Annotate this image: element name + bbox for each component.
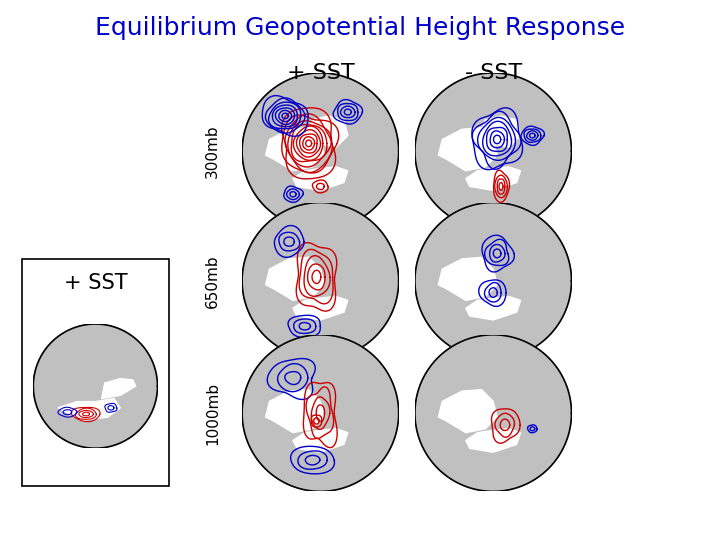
Polygon shape — [466, 429, 521, 453]
Text: 300mb: 300mb — [205, 124, 220, 178]
Text: - SST: - SST — [464, 63, 522, 83]
Circle shape — [415, 73, 572, 230]
Circle shape — [242, 202, 399, 359]
Circle shape — [33, 324, 158, 448]
Circle shape — [242, 73, 399, 230]
Polygon shape — [58, 399, 120, 420]
Polygon shape — [293, 429, 348, 453]
Text: 1000mb: 1000mb — [205, 382, 220, 444]
Polygon shape — [266, 258, 324, 300]
Text: 650mb: 650mb — [205, 254, 220, 308]
Polygon shape — [438, 127, 497, 171]
Polygon shape — [466, 296, 521, 320]
Polygon shape — [438, 390, 497, 433]
Text: + SST: + SST — [63, 273, 127, 293]
Circle shape — [415, 335, 572, 491]
Polygon shape — [266, 390, 324, 433]
Polygon shape — [293, 296, 348, 320]
Polygon shape — [438, 258, 497, 300]
Text: Equilibrium Geopotential Height Response: Equilibrium Geopotential Height Response — [95, 16, 625, 40]
Polygon shape — [102, 379, 136, 399]
Circle shape — [415, 202, 572, 359]
Circle shape — [242, 335, 399, 491]
Polygon shape — [482, 116, 521, 147]
Text: + SST: + SST — [287, 63, 354, 83]
Polygon shape — [466, 167, 521, 191]
Polygon shape — [293, 167, 348, 191]
Polygon shape — [309, 116, 348, 147]
Polygon shape — [266, 127, 324, 171]
